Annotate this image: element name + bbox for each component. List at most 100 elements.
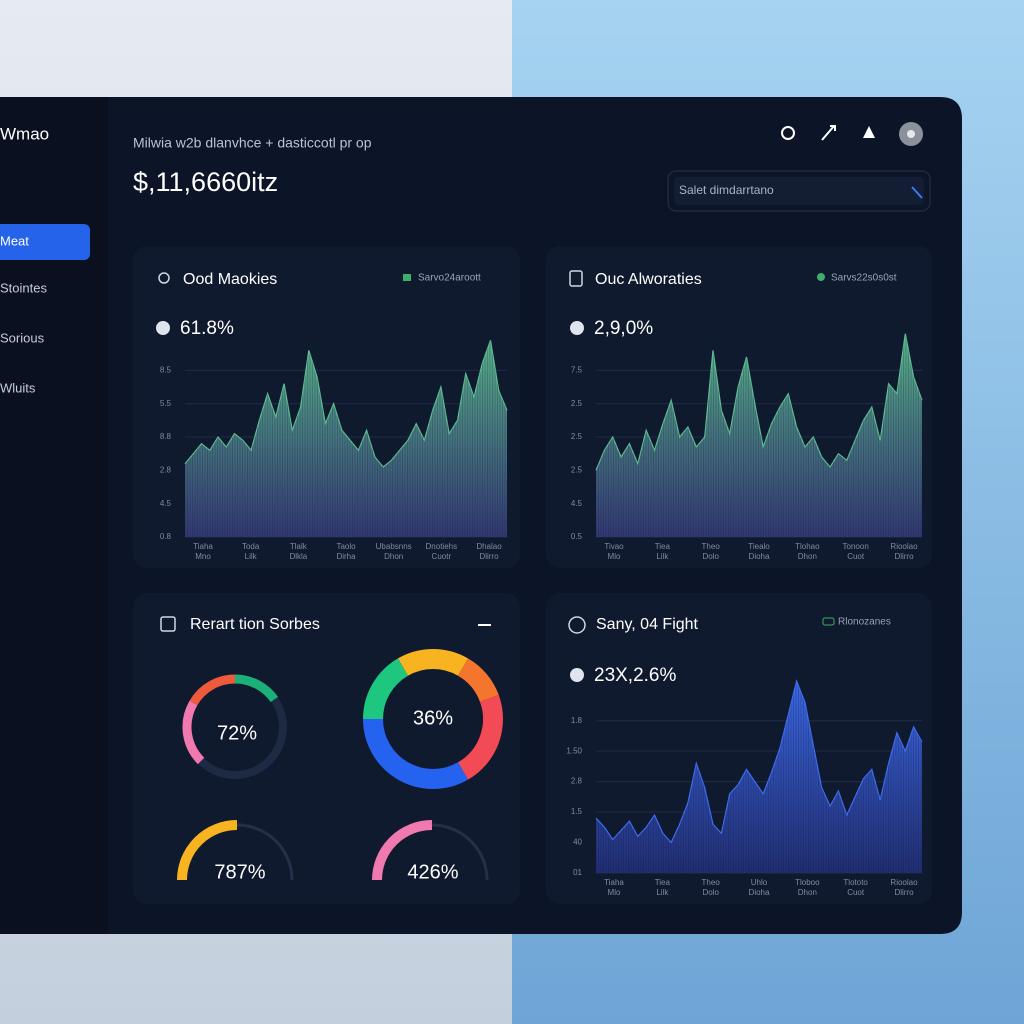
y-tick-label: 1.5 xyxy=(571,807,583,816)
x-tick-sublabel: Dhon xyxy=(384,552,403,561)
x-tick-sublabel: Mno xyxy=(195,552,211,561)
x-tick-label: Tloboo xyxy=(795,878,820,887)
panel-title: Ouc Alworaties xyxy=(595,271,702,288)
badge-icon xyxy=(822,617,835,626)
x-tick-sublabel: Dhon xyxy=(798,552,817,561)
area xyxy=(596,681,922,873)
x-tick-sublabel: Dolo xyxy=(702,552,719,561)
badge-icon xyxy=(817,273,825,281)
gauge-arc xyxy=(363,718,468,789)
x-tick-sublabel: Dlirro xyxy=(894,552,914,561)
x-tick-label: Tlohao xyxy=(795,542,820,551)
gauge-label: 426% xyxy=(407,861,458,883)
x-tick-label: Taolo xyxy=(336,542,356,551)
gauge-arc xyxy=(431,823,489,881)
x-tick-label: Tiea xyxy=(655,878,671,887)
gauge-arc xyxy=(457,695,503,780)
gauge-arc xyxy=(372,820,433,881)
nav-item[interactable]: Wluits xyxy=(0,380,36,395)
badge-icon xyxy=(403,274,411,281)
x-tick-label: Tiea xyxy=(655,542,671,551)
x-tick-sublabel: Cuot xyxy=(847,888,865,897)
x-tick-label: Dnotiehs xyxy=(426,542,458,551)
gauge-arc xyxy=(182,700,205,765)
x-tick-sublabel: Mlo xyxy=(608,552,621,561)
x-tick-label: Tivao xyxy=(604,542,624,551)
area xyxy=(596,333,922,537)
gauge-label: 787% xyxy=(214,861,265,883)
area-line xyxy=(184,340,508,468)
gauge-arc xyxy=(234,674,279,703)
nav-active-bg xyxy=(0,224,90,260)
header-value: $,11,6660itz xyxy=(133,167,278,197)
gauge-arc xyxy=(189,674,236,706)
y-tick-label: 40 xyxy=(573,838,582,847)
x-tick-sublabel: Dlkla xyxy=(289,552,307,561)
stat-icon xyxy=(570,668,584,682)
tool-icon[interactable] xyxy=(821,125,836,141)
x-tick-label: Toda xyxy=(242,542,260,551)
area xyxy=(185,340,507,537)
gauge-label: 72% xyxy=(217,722,257,744)
gauge-arc xyxy=(398,649,468,676)
nav-item[interactable]: Stointes xyxy=(0,280,47,295)
panel-badge: Sarvs22s0s0st xyxy=(831,273,897,284)
y-tick-label: 0.8 xyxy=(160,532,172,541)
sidebar xyxy=(0,97,108,934)
y-tick-label: 2.8 xyxy=(160,465,172,474)
gauge-arc xyxy=(457,658,499,703)
avatar-dot xyxy=(907,130,915,138)
gauges: 72% 36% 787% 426% xyxy=(177,649,503,883)
y-tick-label: 2.5 xyxy=(571,432,583,441)
x-tick-sublabel: Dhon xyxy=(798,888,817,897)
panel-icon xyxy=(568,616,586,634)
y-tick-label: 8.5 xyxy=(160,365,172,374)
x-tick-sublabel: Dolo xyxy=(702,888,719,897)
bell-icon[interactable] xyxy=(863,126,875,138)
y-tick-label: 4.5 xyxy=(160,499,172,508)
x-tick-label: Dhalao xyxy=(476,542,502,551)
x-tick-sublabel: Cuotr xyxy=(432,552,452,561)
y-tick-label: 1.50 xyxy=(566,746,582,755)
x-tick-sublabel: Dioha xyxy=(749,888,770,897)
panel-stat: 23X,2.6% xyxy=(594,665,676,686)
x-tick-label: Ubabsnns xyxy=(376,542,412,551)
x-tick-sublabel: Mlo xyxy=(608,888,621,897)
stat-icon xyxy=(570,321,584,335)
x-tick-label: Rioolao xyxy=(890,542,918,551)
nav-item[interactable]: Sorious xyxy=(0,330,45,345)
header-icons xyxy=(781,122,923,146)
gauge-arc xyxy=(363,658,409,720)
gauge-label: 36% xyxy=(413,707,453,729)
search-icon xyxy=(911,186,923,199)
y-tick-label: 2.5 xyxy=(571,399,583,408)
y-tick-label: 8.8 xyxy=(160,432,172,441)
x-tick-label: Tiaha xyxy=(193,542,213,551)
settings-icon[interactable] xyxy=(781,126,795,140)
y-tick-label: 01 xyxy=(573,868,582,877)
nav-item[interactable]: Meat xyxy=(0,233,29,248)
x-tick-sublabel: Cuot xyxy=(847,552,865,561)
y-tick-label: 2.5 xyxy=(571,465,583,474)
stat-icon xyxy=(156,321,170,335)
x-tick-sublabel: Dirha xyxy=(336,552,356,561)
x-tick-label: Uhlo xyxy=(751,878,768,887)
gauge-arc xyxy=(236,823,294,881)
area-line xyxy=(595,679,923,844)
panel-stat: 2,9,0% xyxy=(594,318,653,339)
x-tick-sublabel: Lilk xyxy=(245,552,258,561)
panel-stat: 61.8% xyxy=(180,318,234,339)
gauge-arc xyxy=(177,820,238,881)
nav: Meat Stointes Sorious Wluits xyxy=(0,224,90,395)
y-tick-label: 2.8 xyxy=(571,777,583,786)
x-tick-label: Tiaha xyxy=(604,878,624,887)
y-tick-label: 5.5 xyxy=(160,399,172,408)
x-tick-label: Tlototo xyxy=(843,878,868,887)
x-tick-sublabel: Dlirro xyxy=(894,888,914,897)
y-tick-label: 1.8 xyxy=(571,716,583,725)
y-tick-label: 0.5 xyxy=(571,532,583,541)
area-line xyxy=(595,333,923,471)
panel-icon xyxy=(569,270,583,287)
search-field[interactable] xyxy=(674,177,924,205)
